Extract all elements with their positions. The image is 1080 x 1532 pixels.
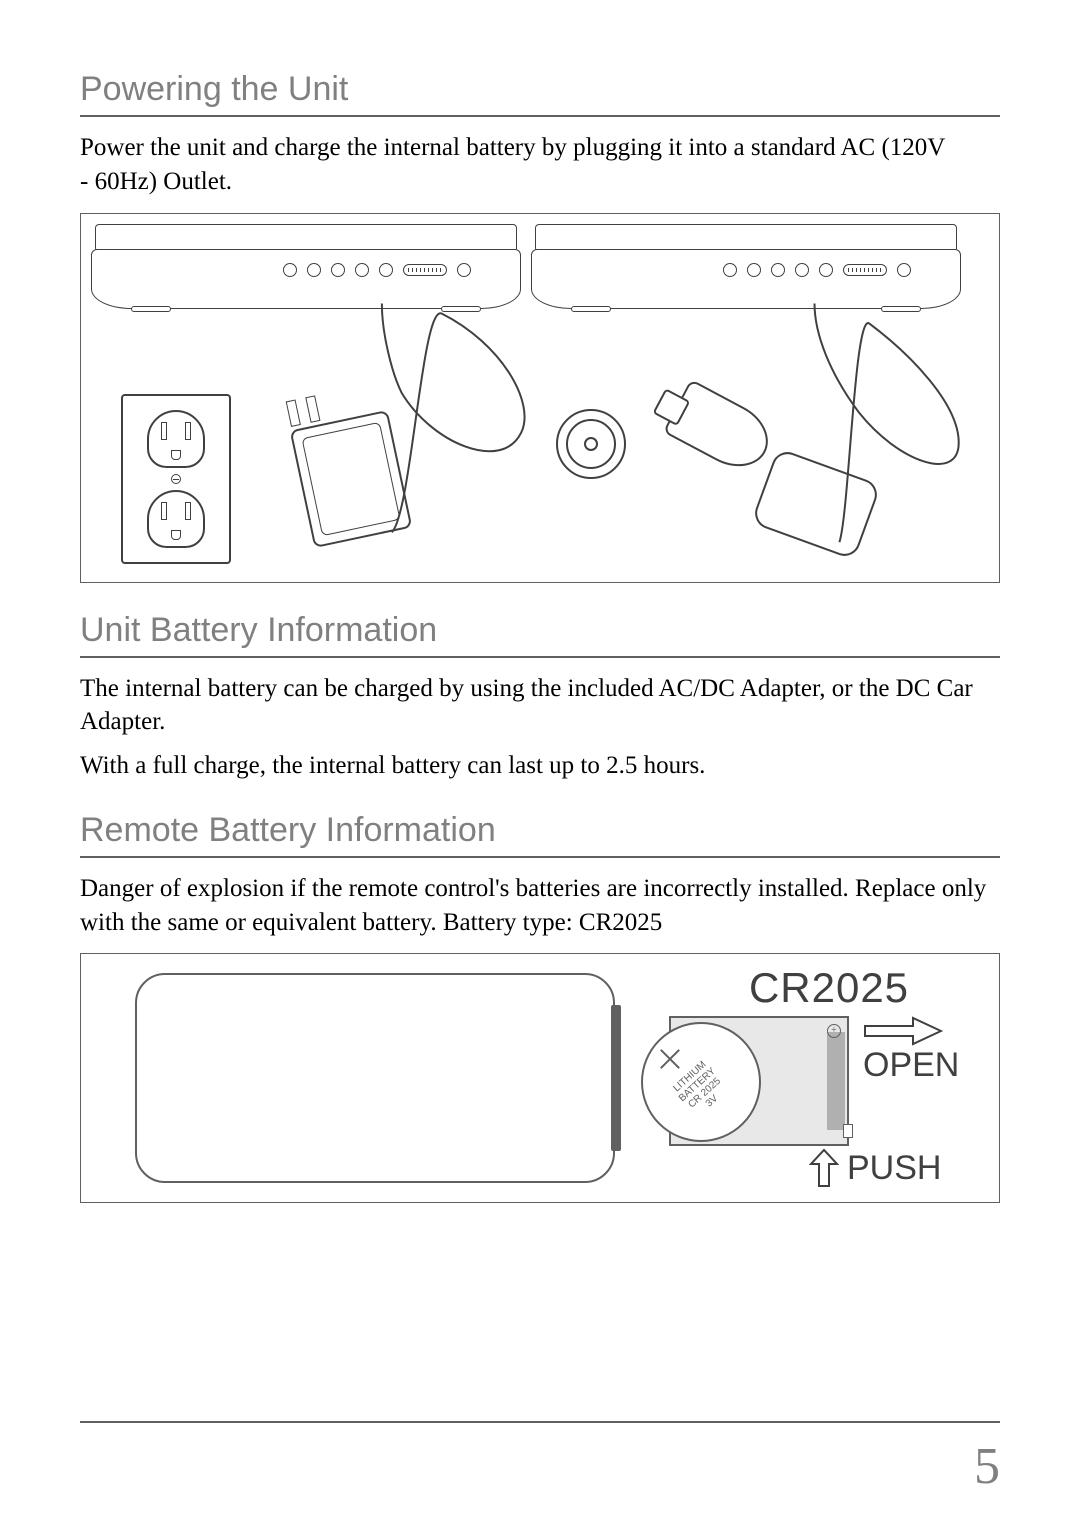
heading-powering: Powering the Unit (80, 70, 1000, 117)
open-arrow-icon (863, 1016, 943, 1046)
push-arrow-icon (809, 1148, 839, 1188)
remote-back-view (81, 954, 669, 1202)
battery-latch (843, 1124, 853, 1138)
manual-page: Powering the Unit Power the unit and cha… (0, 0, 1080, 1263)
open-label: OPEN (863, 1046, 959, 1085)
page-number: 5 (974, 1438, 1000, 1495)
remote-body-outline (135, 973, 615, 1183)
unit-battery-p1: The internal battery can be charged by u… (80, 672, 1000, 740)
page-footer: 5 (80, 1421, 1000, 1496)
powering-paragraph: Power the unit and charge the internal b… (80, 131, 1000, 199)
push-label: PUSH (847, 1149, 941, 1188)
unit-battery-p2: With a full charge, the internal battery… (80, 749, 1000, 783)
heading-remote-battery: Remote Battery Information (80, 811, 1000, 858)
battery-model-label: CR2025 (669, 964, 989, 1012)
cable-dc (81, 214, 999, 582)
heading-unit-battery: Unit Battery Information (80, 611, 1000, 658)
power-diagram (80, 213, 1000, 583)
powering-p1b: - 60Hz) Outlet. (80, 168, 232, 195)
coin-battery-icon: LITHIUM BATTERY CR 2025 3V (641, 1022, 761, 1142)
open-instruction (863, 1016, 959, 1046)
remote-battery-p1: Danger of explosion if the remote contro… (80, 872, 1000, 940)
battery-holder: LITHIUM BATTERY CR 2025 3V + (669, 1016, 849, 1146)
battery-slide (827, 1032, 845, 1130)
push-instruction: PUSH (809, 1148, 989, 1188)
powering-p1a: Power the unit and charge the internal b… (80, 134, 945, 161)
remote-diagram: CR2025 LITHIUM BATTERY CR 2025 3V + (80, 953, 1000, 1203)
battery-compartment-view: CR2025 LITHIUM BATTERY CR 2025 3V + (669, 954, 999, 1202)
